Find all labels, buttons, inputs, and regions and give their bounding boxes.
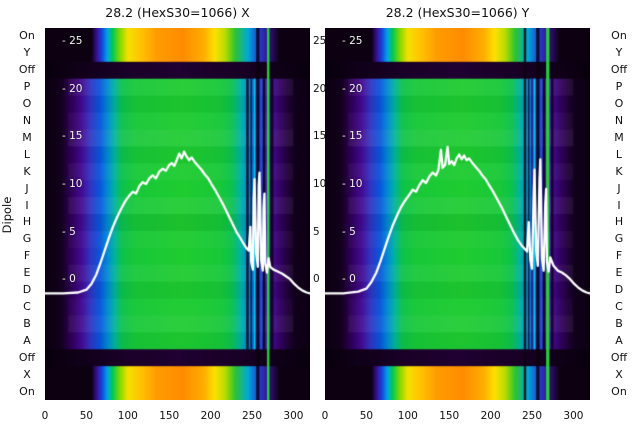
row-label-right: X (615, 367, 623, 381)
panel-title-x: 28.2 (HexS30=1066) X (105, 5, 250, 20)
row-label-right: F (615, 249, 623, 263)
overlay-tick-label: - 20 (342, 82, 363, 95)
row-label-left: G (22, 232, 32, 246)
overlay-tick-label-mirror: 0 (313, 273, 320, 286)
overlay-tick-label: - 0 (62, 273, 76, 286)
overlay-tick-label: - 5 (342, 225, 356, 238)
row-label-left: X (23, 367, 31, 381)
overlay-tick-label-mirror: 25 (313, 35, 327, 48)
overlay-tick-label-mirror: 20 (313, 82, 327, 95)
row-label-left: Off (18, 350, 36, 364)
x-tick-label: 150 (439, 410, 460, 422)
overlay-tick-label: - 0 (342, 273, 356, 286)
x-tick-label: 50 (79, 410, 94, 422)
heatmap-panel-y (325, 28, 590, 400)
row-label-left: E (23, 266, 31, 280)
row-label-left: C (23, 300, 31, 313)
overlay-tick-label-mirror: 10 (313, 177, 327, 190)
row-label-right: M (614, 130, 624, 144)
row-label-left: D (22, 283, 32, 297)
row-label-right: O (614, 97, 624, 111)
x-tick-label: 100 (117, 410, 138, 422)
heatmap-panel-x (45, 28, 310, 400)
x-tick-label: 200 (480, 410, 501, 422)
row-label-right: Off (610, 350, 628, 364)
x-tick-label: 250 (242, 410, 263, 422)
row-label-left: L (23, 147, 31, 161)
row-label-right: P (615, 80, 623, 94)
row-label-right: J (617, 181, 621, 195)
row-label-left: Off (18, 63, 36, 77)
x-tick-label: 0 (41, 410, 49, 422)
overlay-tick-label-mirror: 5 (313, 225, 320, 238)
row-label-right: K (615, 164, 623, 178)
row-label-left: J (25, 181, 29, 195)
row-label-left: F (23, 249, 31, 263)
x-tick-label: 100 (397, 410, 418, 422)
overlay-tick-label: - 15 (62, 130, 83, 143)
row-label-left: H (22, 215, 32, 229)
row-label-right: B (615, 316, 623, 330)
row-label-right: Y (615, 46, 623, 60)
row-label-right: H (614, 215, 624, 229)
x-tick-label: 300 (283, 410, 304, 422)
row-label-right: L (615, 147, 623, 161)
row-label-right: On (611, 29, 627, 43)
row-label-left: P (23, 80, 31, 94)
row-label-right: I (617, 198, 621, 212)
row-label-left: O (22, 97, 32, 111)
row-label-left: M (22, 130, 32, 144)
overlay-tick-label: - 5 (62, 225, 76, 238)
overlay-tick-label: - 25 (62, 35, 83, 48)
panel-title-y: 28.2 (HexS30=1066) Y (385, 5, 530, 20)
row-label-left: B (23, 316, 31, 330)
overlay-tick-label-mirror: 15 (313, 130, 327, 143)
x-tick-label: 250 (522, 410, 543, 422)
overlay-tick-label: - 20 (62, 82, 83, 95)
row-label-left: K (23, 164, 31, 178)
x-tick-label: 0 (321, 410, 329, 422)
row-label-left: A (23, 333, 31, 347)
row-label-right: E (615, 266, 623, 280)
row-label-left: On (19, 29, 35, 43)
row-label-right: C (615, 300, 623, 313)
x-tick-label: 200 (200, 410, 221, 422)
row-label-left: I (25, 198, 29, 212)
row-label-right: A (615, 333, 623, 347)
overlay-tick-label: - 10 (62, 177, 83, 190)
row-label-right: On (611, 384, 627, 398)
row-label-right: G (614, 232, 624, 246)
row-label-right: Off (610, 63, 628, 77)
row-label-left: Y (23, 46, 31, 60)
row-label-left: N (22, 114, 32, 127)
row-label-right: N (614, 114, 624, 127)
overlay-tick-label: - 25 (342, 35, 363, 48)
overlay-tick-label: - 10 (342, 177, 363, 190)
row-label-left: On (19, 384, 35, 398)
x-tick-label: 300 (563, 410, 584, 422)
row-label-right: D (614, 283, 624, 297)
overlay-tick-label: - 15 (342, 130, 363, 143)
x-tick-label: 150 (159, 410, 180, 422)
x-tick-label: 50 (359, 410, 374, 422)
